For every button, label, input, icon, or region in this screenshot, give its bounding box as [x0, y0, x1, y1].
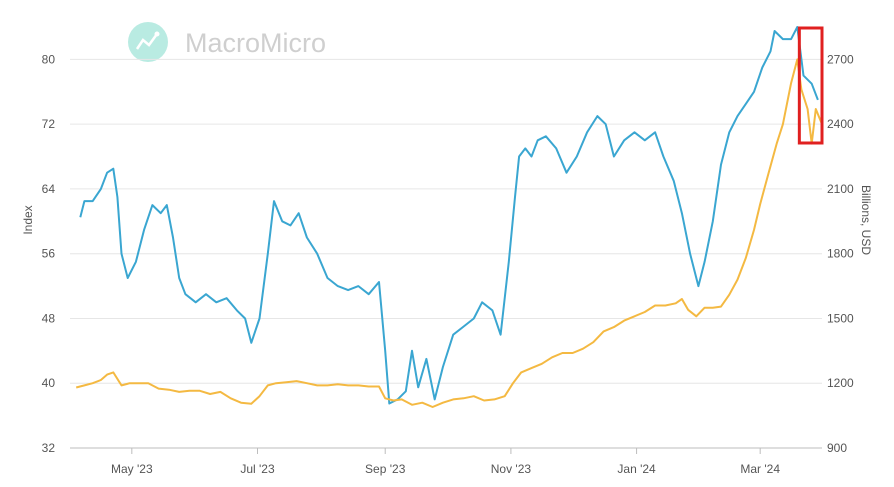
watermark-logo-glyph: [135, 33, 159, 50]
x-tick-label: Nov '23: [491, 462, 532, 476]
y2-tick-label: 1800: [827, 247, 854, 261]
series-line-billions-usd: [75, 58, 823, 408]
watermark: MacroMicro: [128, 22, 326, 62]
y2-tick-label: 2700: [827, 52, 854, 66]
y-tick-label: 56: [42, 247, 56, 261]
y-tick-label: 80: [42, 52, 56, 66]
annotations-layer: [797, 26, 824, 145]
series-line-index: [79, 26, 819, 405]
y-tick-label: 32: [42, 441, 56, 455]
watermark-logo-dot: [154, 31, 160, 37]
watermark-text: MacroMicro: [185, 28, 326, 58]
y-tick-label: 48: [42, 311, 56, 325]
x-axis: May '23 Jul '23 Sep '23 Nov '23 Jan '24 Mar '…: [111, 448, 780, 476]
y2-tick-label: 2100: [827, 182, 854, 196]
x-tick-label: Jan '24: [617, 462, 656, 476]
gridlines: [70, 58, 822, 449]
highlight-box: [797, 26, 824, 145]
x-tick-label: Jul '23: [240, 462, 275, 476]
x-tick-label: May '23: [111, 462, 153, 476]
y-tick-label: 72: [42, 117, 56, 131]
y-axis-left: 32 40 48 56 64 72 80: [42, 52, 56, 455]
y-tick-label: 64: [42, 182, 56, 196]
x-tick-label: Sep '23: [365, 462, 406, 476]
y-tick-label: 40: [42, 376, 56, 390]
x-tick-label: Mar '24: [740, 462, 780, 476]
y-axis-right: 900 1200 1500 1800 2100 2400 2700: [827, 52, 854, 455]
series-layer: [75, 26, 823, 408]
y2-tick-label: 1500: [827, 311, 854, 325]
y2-tick-label: 1200: [827, 376, 854, 390]
watermark-logo-icon: [128, 22, 168, 62]
y-axis-title-right: Billions, USD: [859, 185, 873, 255]
y-axis-title-left: Index: [21, 205, 35, 234]
y2-tick-label: 2400: [827, 117, 854, 131]
y2-tick-label: 900: [827, 441, 847, 455]
